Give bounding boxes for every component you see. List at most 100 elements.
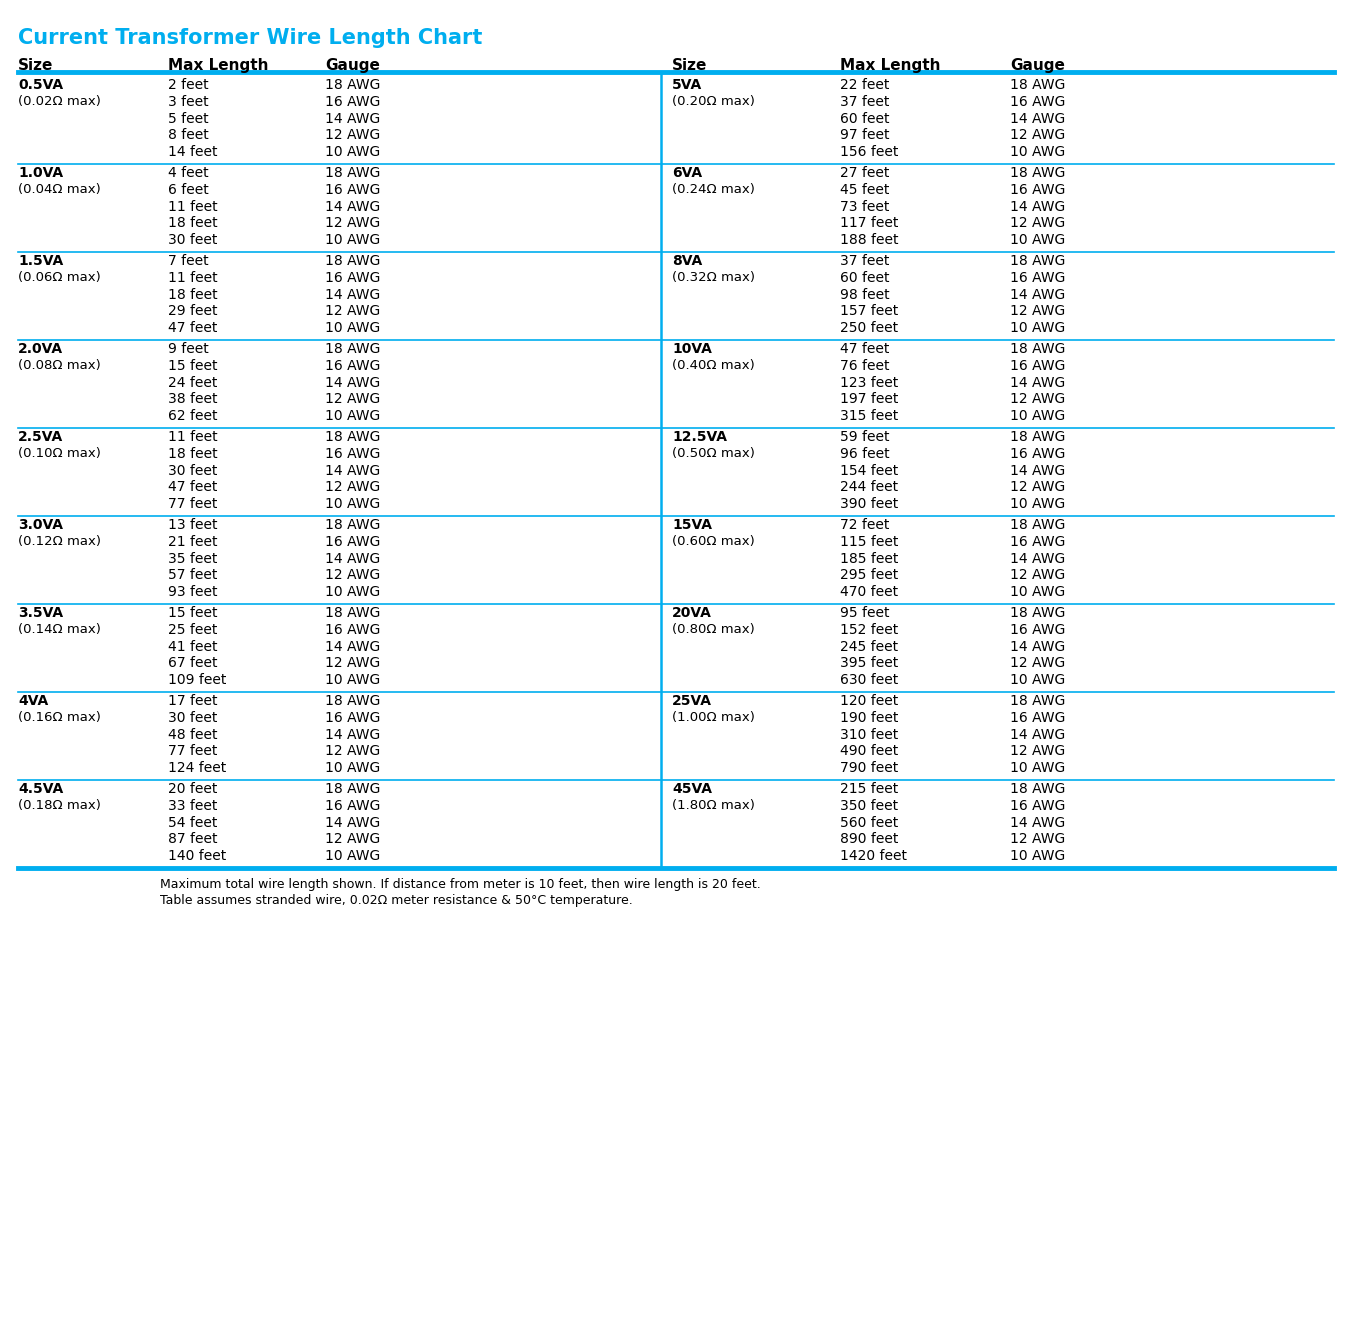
Text: 10 AWG: 10 AWG: [1010, 409, 1065, 423]
Text: 16 AWG: 16 AWG: [324, 358, 380, 373]
Text: 3.5VA: 3.5VA: [18, 606, 64, 619]
Text: 14 AWG: 14 AWG: [1010, 199, 1065, 214]
Text: 109 feet: 109 feet: [168, 673, 226, 687]
Text: 5VA: 5VA: [672, 78, 702, 92]
Text: 10 AWG: 10 AWG: [1010, 145, 1065, 159]
Text: 0.5VA: 0.5VA: [18, 78, 64, 92]
Text: 10 AWG: 10 AWG: [1010, 233, 1065, 248]
Text: 18 AWG: 18 AWG: [324, 518, 380, 532]
Text: (0.02Ω max): (0.02Ω max): [18, 95, 101, 108]
Text: 10 AWG: 10 AWG: [1010, 849, 1065, 863]
Text: 18 AWG: 18 AWG: [1010, 341, 1065, 356]
Text: (0.80Ω max): (0.80Ω max): [672, 623, 754, 635]
Text: 16 AWG: 16 AWG: [324, 535, 380, 548]
Text: 20VA: 20VA: [672, 606, 713, 619]
Text: 12 AWG: 12 AWG: [324, 745, 380, 758]
Text: 16 AWG: 16 AWG: [1010, 95, 1065, 109]
Text: 18 AWG: 18 AWG: [1010, 782, 1065, 796]
Text: 10 AWG: 10 AWG: [324, 233, 380, 248]
Text: 350 feet: 350 feet: [840, 799, 898, 813]
Text: 14 AWG: 14 AWG: [324, 287, 380, 302]
Text: (1.80Ω max): (1.80Ω max): [672, 799, 754, 812]
Text: 38 feet: 38 feet: [168, 393, 218, 406]
Text: 77 feet: 77 feet: [168, 497, 218, 511]
Text: 16 AWG: 16 AWG: [1010, 535, 1065, 548]
Text: 10 AWG: 10 AWG: [1010, 322, 1065, 335]
Text: 390 feet: 390 feet: [840, 497, 898, 511]
Text: 37 feet: 37 feet: [840, 254, 890, 268]
Text: 395 feet: 395 feet: [840, 656, 898, 671]
Text: 41 feet: 41 feet: [168, 639, 218, 654]
Text: 12 AWG: 12 AWG: [1010, 745, 1065, 758]
Text: 1.0VA: 1.0VA: [18, 166, 64, 181]
Text: 25 feet: 25 feet: [168, 623, 218, 637]
Text: 20 feet: 20 feet: [168, 782, 218, 796]
Text: Gauge: Gauge: [324, 58, 380, 72]
Text: 16 AWG: 16 AWG: [1010, 447, 1065, 461]
Text: 152 feet: 152 feet: [840, 623, 898, 637]
Text: 12 AWG: 12 AWG: [324, 656, 380, 671]
Text: 12 AWG: 12 AWG: [1010, 833, 1065, 846]
Text: 16 AWG: 16 AWG: [1010, 270, 1065, 285]
Text: 215 feet: 215 feet: [840, 782, 898, 796]
Text: 72 feet: 72 feet: [840, 518, 890, 532]
Text: 14 AWG: 14 AWG: [324, 552, 380, 565]
Text: Max Length: Max Length: [840, 58, 941, 72]
Text: 18 feet: 18 feet: [168, 287, 218, 302]
Text: 560 feet: 560 feet: [840, 816, 898, 829]
Text: 2.0VA: 2.0VA: [18, 341, 64, 356]
Text: 470 feet: 470 feet: [840, 585, 898, 600]
Text: 4VA: 4VA: [18, 695, 49, 708]
Text: 188 feet: 188 feet: [840, 233, 899, 248]
Text: 1.5VA: 1.5VA: [18, 254, 64, 268]
Text: 4 feet: 4 feet: [168, 166, 208, 181]
Text: 77 feet: 77 feet: [168, 745, 218, 758]
Text: (0.20Ω max): (0.20Ω max): [672, 95, 754, 108]
Text: Current Transformer Wire Length Chart: Current Transformer Wire Length Chart: [18, 28, 483, 47]
Text: 14 AWG: 14 AWG: [324, 199, 380, 214]
Text: 10 AWG: 10 AWG: [324, 145, 380, 159]
Text: 295 feet: 295 feet: [840, 568, 898, 583]
Text: 27 feet: 27 feet: [840, 166, 890, 181]
Text: 13 feet: 13 feet: [168, 518, 218, 532]
Text: 87 feet: 87 feet: [168, 833, 218, 846]
Text: (0.14Ω max): (0.14Ω max): [18, 623, 101, 635]
Text: Size: Size: [18, 58, 53, 72]
Text: 67 feet: 67 feet: [168, 656, 218, 671]
Text: 14 AWG: 14 AWG: [1010, 287, 1065, 302]
Text: 14 AWG: 14 AWG: [1010, 728, 1065, 742]
Text: 10 AWG: 10 AWG: [324, 497, 380, 511]
Text: 245 feet: 245 feet: [840, 639, 898, 654]
Text: 140 feet: 140 feet: [168, 849, 226, 863]
Text: 18 AWG: 18 AWG: [324, 430, 380, 444]
Text: 18 AWG: 18 AWG: [324, 78, 380, 92]
Text: 96 feet: 96 feet: [840, 447, 890, 461]
Text: 10 AWG: 10 AWG: [1010, 762, 1065, 775]
Text: 14 AWG: 14 AWG: [1010, 112, 1065, 125]
Text: 14 AWG: 14 AWG: [1010, 816, 1065, 829]
Text: 124 feet: 124 feet: [168, 762, 226, 775]
Text: Maximum total wire length shown. If distance from meter is 10 feet, then wire le: Maximum total wire length shown. If dist…: [160, 878, 761, 891]
Text: 2 feet: 2 feet: [168, 78, 208, 92]
Text: 10 AWG: 10 AWG: [324, 849, 380, 863]
Text: 18 AWG: 18 AWG: [1010, 78, 1065, 92]
Text: 33 feet: 33 feet: [168, 799, 218, 813]
Text: 10 AWG: 10 AWG: [1010, 673, 1065, 687]
Text: 14 AWG: 14 AWG: [1010, 639, 1065, 654]
Text: 8VA: 8VA: [672, 254, 702, 268]
Text: 123 feet: 123 feet: [840, 376, 898, 390]
Text: 11 feet: 11 feet: [168, 430, 218, 444]
Text: 98 feet: 98 feet: [840, 287, 890, 302]
Text: 14 AWG: 14 AWG: [1010, 552, 1065, 565]
Text: Max Length: Max Length: [168, 58, 269, 72]
Text: 30 feet: 30 feet: [168, 464, 218, 477]
Text: 115 feet: 115 feet: [840, 535, 898, 548]
Text: 60 feet: 60 feet: [840, 112, 890, 125]
Text: 12 AWG: 12 AWG: [1010, 480, 1065, 494]
Text: 12 AWG: 12 AWG: [1010, 568, 1065, 583]
Text: 18 AWG: 18 AWG: [324, 166, 380, 181]
Text: 18 feet: 18 feet: [168, 216, 218, 231]
Text: 15 feet: 15 feet: [168, 606, 218, 619]
Text: 18 AWG: 18 AWG: [1010, 254, 1065, 268]
Text: 14 feet: 14 feet: [168, 145, 218, 159]
